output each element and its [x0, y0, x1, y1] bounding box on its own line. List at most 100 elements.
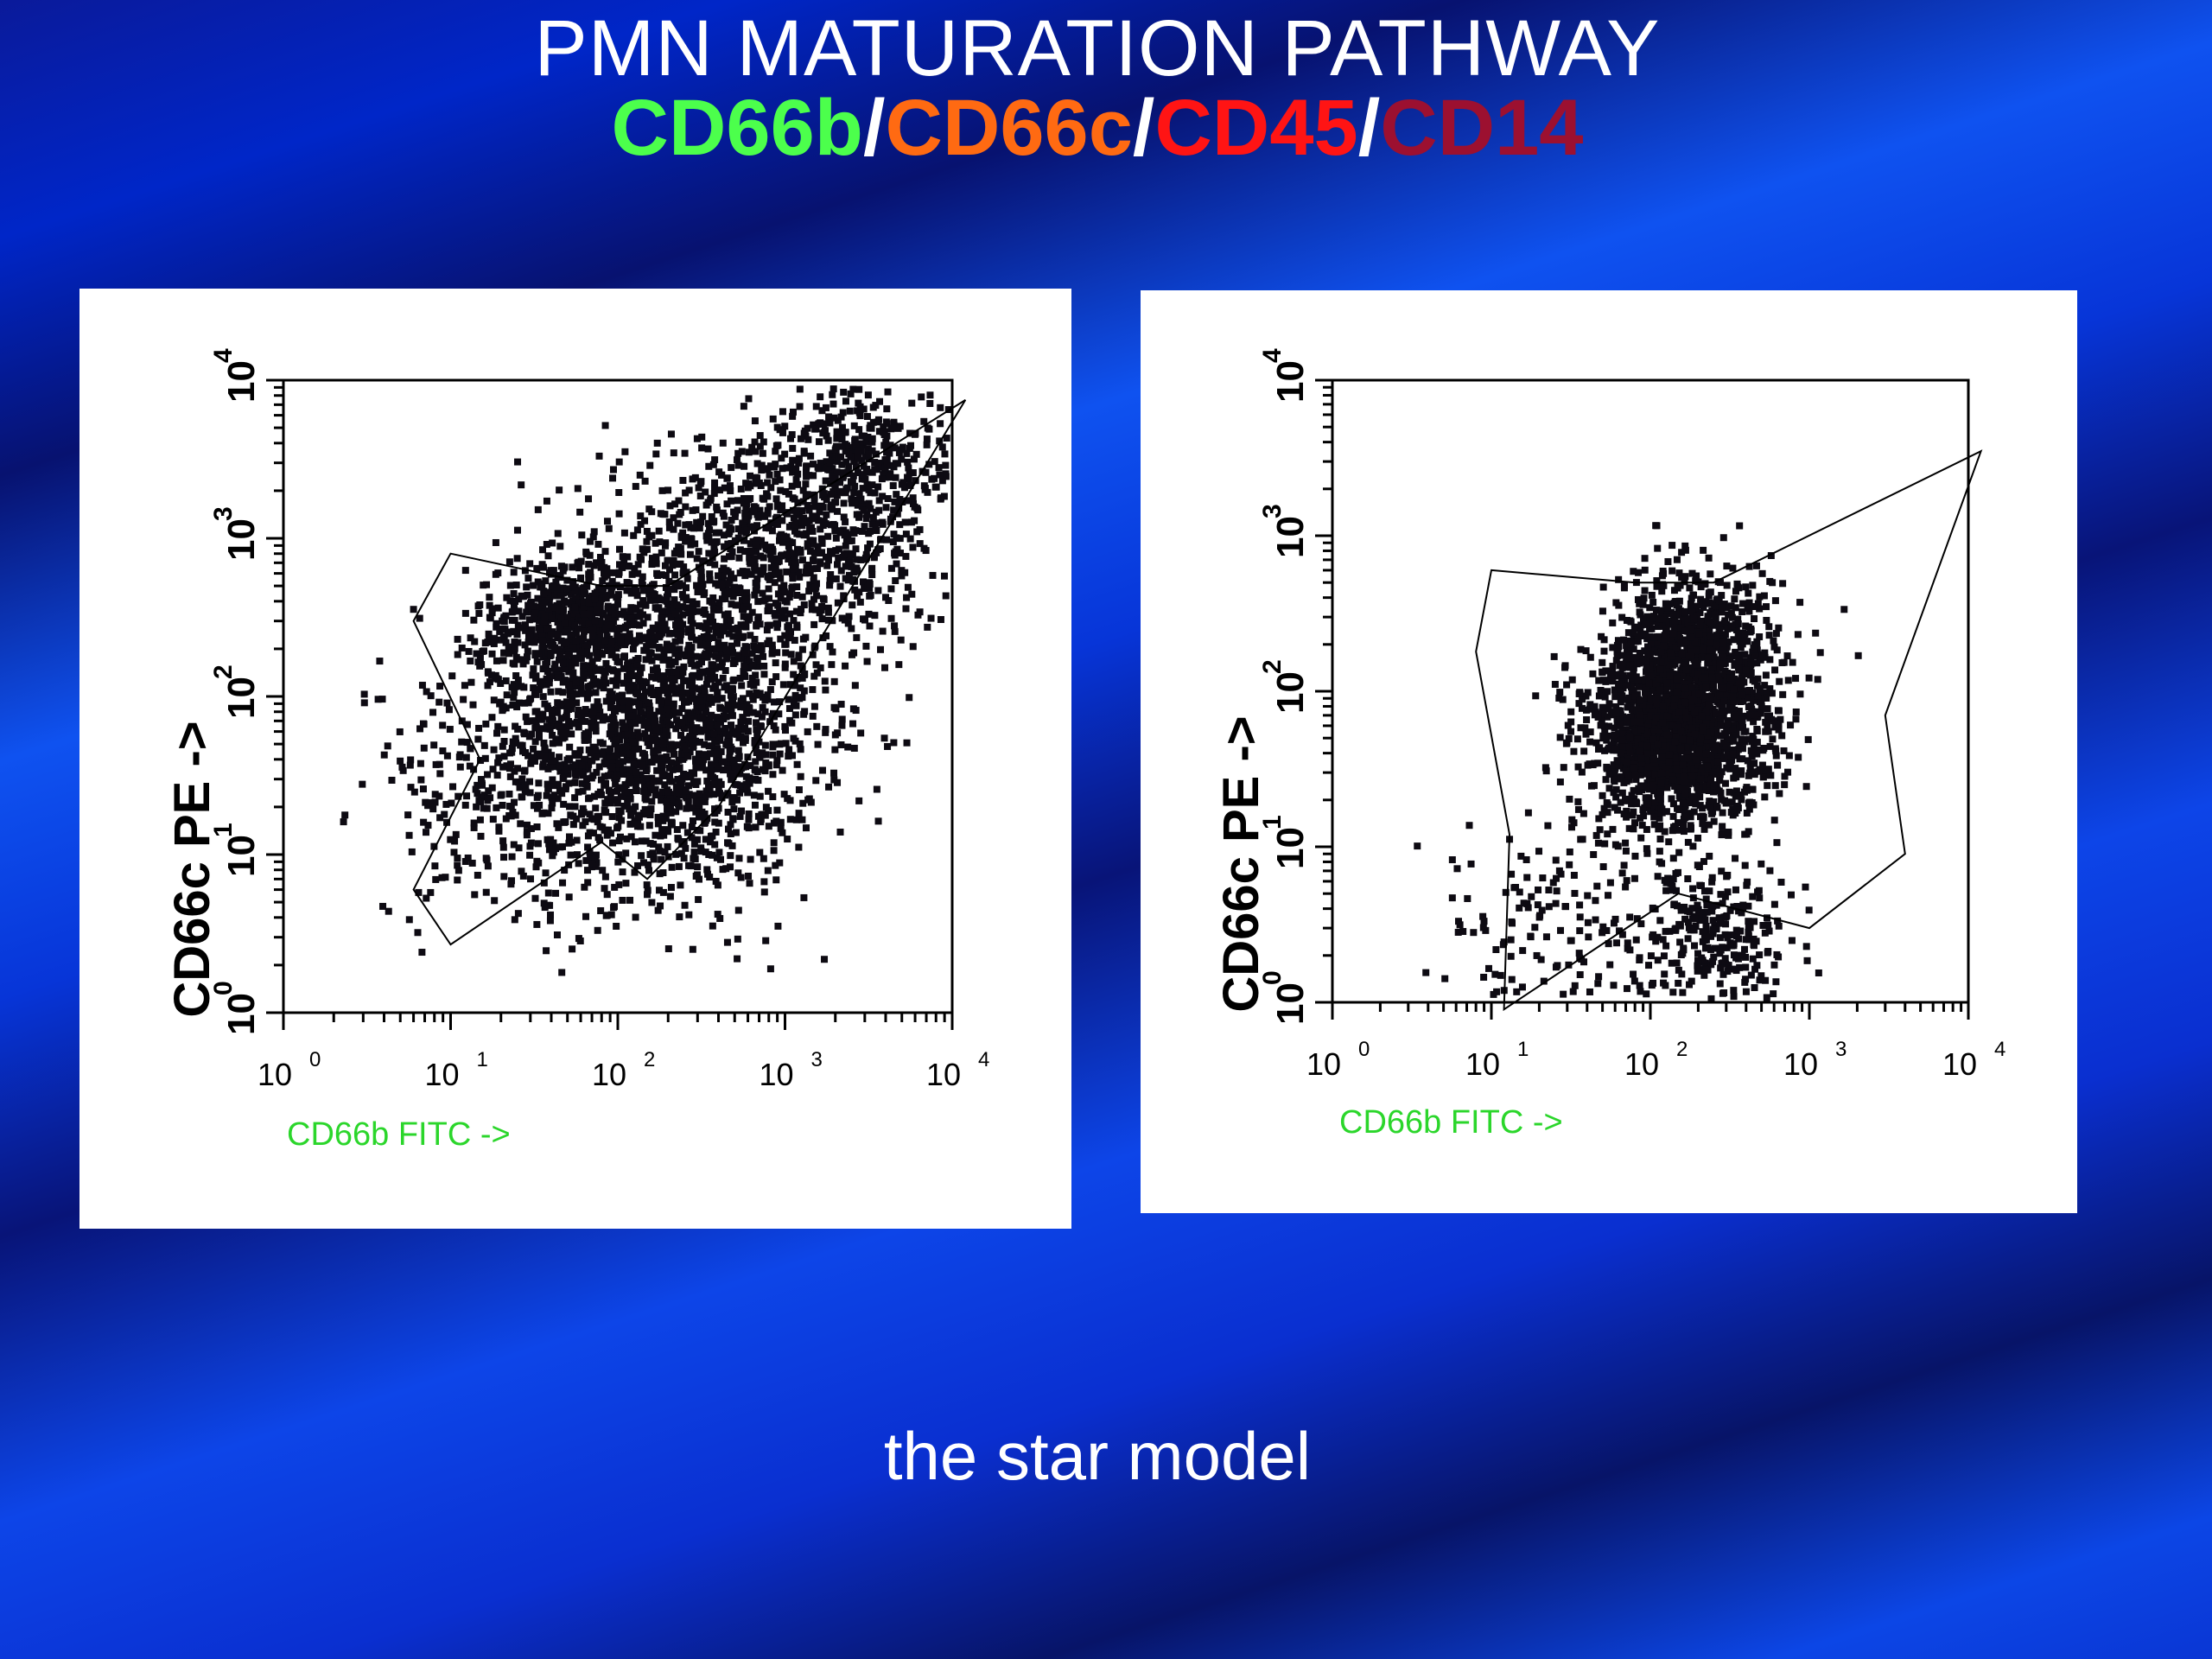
data-point [728, 642, 736, 650]
data-point [766, 471, 773, 479]
data-point [513, 526, 521, 534]
data-point [893, 510, 901, 518]
data-point [668, 863, 676, 871]
data-point [573, 836, 581, 844]
data-point [648, 899, 656, 906]
data-point [687, 715, 695, 723]
data-point [761, 512, 769, 520]
data-point [1687, 813, 1694, 821]
data-point [772, 569, 779, 577]
data-point [596, 682, 604, 690]
data-point [591, 589, 599, 597]
data-point [505, 650, 513, 658]
data-point [1605, 722, 1613, 730]
data-point [715, 639, 722, 646]
data-point [685, 609, 693, 617]
data-point [530, 745, 537, 753]
data-point [1584, 689, 1592, 696]
y-tick-exponent: 2 [209, 664, 238, 679]
data-point [815, 420, 823, 428]
data-point [577, 648, 585, 656]
data-point [779, 429, 786, 436]
data-point [721, 641, 728, 649]
data-point [521, 621, 529, 629]
data-point [893, 545, 901, 553]
data-point [698, 444, 706, 452]
data-point [623, 792, 631, 800]
data-point [682, 521, 690, 529]
data-point [565, 717, 573, 725]
data-point [644, 891, 652, 899]
data-point [768, 641, 776, 649]
data-point [656, 887, 664, 894]
data-point [752, 823, 760, 831]
data-point [728, 497, 735, 505]
data-point [571, 761, 579, 769]
data-point [774, 922, 782, 930]
data-point [475, 724, 483, 732]
data-point [791, 559, 799, 567]
data-point [885, 597, 893, 605]
data-point [772, 442, 780, 449]
data-point [800, 893, 808, 901]
data-point [616, 624, 624, 632]
data-point [673, 547, 681, 555]
data-point [846, 407, 854, 415]
data-point [879, 627, 887, 635]
data-point [812, 777, 820, 785]
data-point [690, 713, 698, 721]
data-point [741, 621, 749, 629]
data-point [640, 694, 648, 702]
data-point [607, 792, 614, 800]
data-point [666, 777, 674, 785]
data-point [705, 462, 713, 470]
data-point [727, 570, 734, 578]
data-point [758, 537, 766, 544]
data-point [655, 843, 663, 851]
data-point [626, 775, 634, 783]
data-point [670, 514, 677, 522]
data-point [642, 734, 650, 742]
data-point [436, 770, 444, 778]
data-point [657, 510, 664, 518]
data-point [790, 565, 798, 573]
data-point [855, 426, 863, 434]
data-point [549, 712, 556, 720]
data-point [715, 486, 723, 494]
data-point [715, 529, 723, 537]
data-point [549, 852, 556, 860]
data-point [565, 681, 573, 689]
data-point [836, 582, 844, 590]
data-point [693, 555, 701, 563]
data-point [734, 497, 741, 505]
data-point [842, 429, 849, 436]
data-point [474, 871, 481, 879]
data-point [711, 456, 719, 464]
data-point [824, 532, 832, 540]
data-point [832, 547, 840, 555]
data-point [819, 522, 827, 530]
data-point [752, 480, 760, 487]
data-point [477, 832, 485, 840]
data-point [608, 813, 616, 821]
data-point [535, 779, 543, 787]
data-point [548, 804, 556, 812]
data-point [893, 460, 901, 467]
data-point [745, 810, 753, 817]
data-point [777, 594, 785, 602]
data-point [938, 443, 946, 451]
data-point [455, 753, 463, 761]
data-point [710, 543, 718, 551]
data-point [599, 740, 607, 747]
data-point [860, 615, 868, 623]
data-point [617, 639, 625, 646]
data-point [797, 746, 804, 753]
data-point [791, 553, 798, 561]
data-point [726, 482, 734, 490]
data-point [743, 588, 751, 596]
data-point [522, 713, 530, 721]
data-point [481, 754, 489, 762]
data-point [792, 607, 800, 615]
data-point [816, 438, 823, 446]
data-point [679, 669, 687, 677]
